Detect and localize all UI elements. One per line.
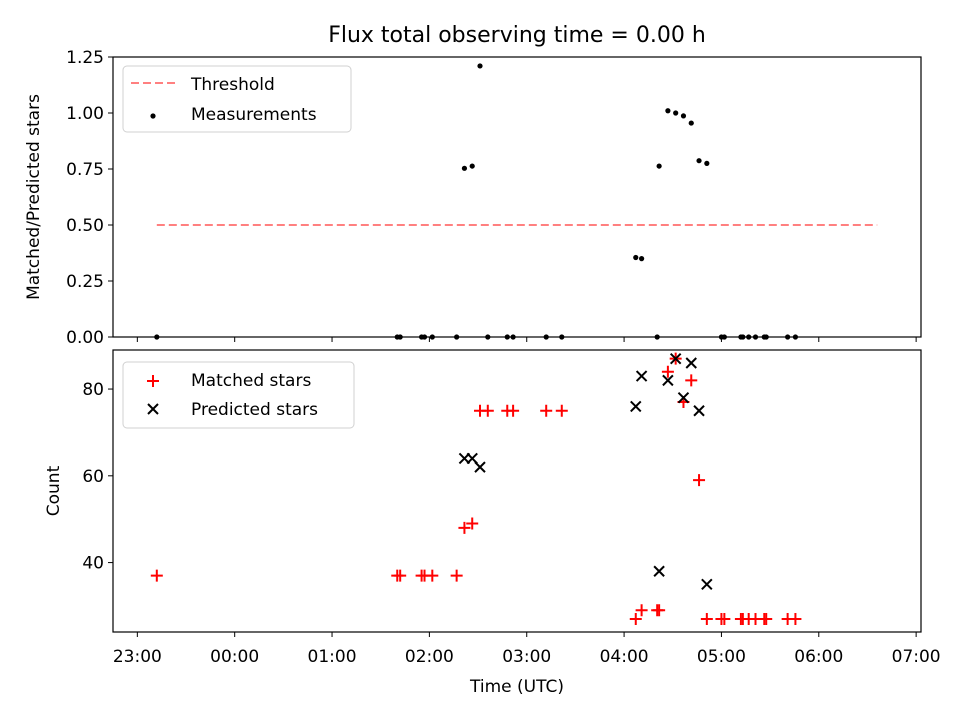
predicted-star-point bbox=[701, 578, 713, 590]
predicted-star-point bbox=[677, 392, 690, 404]
matched-star-point bbox=[760, 612, 773, 625]
top-panel-legend-box bbox=[122, 65, 352, 133]
legend-matched-label: Matched stars bbox=[191, 371, 311, 391]
legend-predicted-label: Predicted stars bbox=[191, 400, 318, 420]
predicted-star-point bbox=[474, 461, 486, 473]
bottom-panel-legend: Matched stars Predicted stars bbox=[122, 361, 355, 429]
bottom-panel: 23:00 00:00 01:00 02:00 03:00 04:00 05:00 06:00… bbox=[44, 349, 941, 697]
bottom-panel-series bbox=[150, 352, 802, 625]
x-tick-label: 01:00 bbox=[308, 647, 357, 667]
matched-star-point bbox=[661, 365, 674, 378]
measurement-point bbox=[665, 108, 671, 114]
top-panel-frame bbox=[112, 56, 922, 338]
measurement-point bbox=[469, 163, 475, 169]
matched-star-point bbox=[458, 521, 471, 534]
chart-title: Flux total observing time = 0.00 h bbox=[328, 23, 706, 48]
x-tick-label: 07:00 bbox=[892, 647, 941, 667]
matched-star-point bbox=[700, 612, 713, 625]
matched-star-point bbox=[507, 404, 520, 417]
predicted-star-point bbox=[685, 357, 697, 369]
predicted-star-point bbox=[693, 405, 705, 417]
top-panel-y-ticks: 0.00 0.25 0.50 0.75 1.00 1.25 bbox=[66, 48, 113, 348]
measurement-point bbox=[477, 63, 483, 69]
x-tick-label: 03:00 bbox=[502, 647, 551, 667]
x-tick-label: 00:00 bbox=[210, 647, 259, 667]
matched-star-point bbox=[693, 474, 706, 487]
bottom-panel-legend-box bbox=[122, 361, 355, 429]
x-tick-label: 02:00 bbox=[405, 647, 454, 667]
predicted-star-point bbox=[662, 374, 674, 387]
matched-star-point bbox=[555, 404, 568, 417]
matched-star-point bbox=[450, 569, 463, 582]
measurement-point bbox=[673, 110, 679, 116]
y-tick-label: 1.00 bbox=[66, 104, 104, 124]
predicted-star-point bbox=[653, 565, 665, 577]
measurement-point bbox=[680, 113, 687, 119]
x-tick-label: 06:00 bbox=[794, 647, 843, 667]
matched-star-point bbox=[426, 569, 439, 582]
matched-star-point bbox=[150, 569, 163, 582]
predicted-star-point bbox=[635, 370, 648, 382]
measurement-point bbox=[639, 256, 645, 262]
y-tick-label: 0.25 bbox=[66, 272, 104, 292]
measurement-point bbox=[688, 120, 694, 126]
measurement-point bbox=[696, 158, 702, 164]
measurement-point bbox=[704, 160, 710, 166]
bottom-panel-frame bbox=[112, 349, 922, 633]
bottom-panel-x-ticks: 23:00 00:00 01:00 02:00 03:00 04:00 05:00 06:00… bbox=[113, 632, 941, 667]
measurement-point bbox=[461, 165, 468, 171]
x-tick-label: 04:00 bbox=[600, 647, 649, 667]
predicted-star-point bbox=[669, 352, 682, 365]
y-tick-label: 0.75 bbox=[66, 160, 104, 180]
y-tick-label: 80 bbox=[82, 380, 104, 400]
x-axis-label: Time (UTC) bbox=[469, 677, 564, 697]
y-tick-label: 0.00 bbox=[66, 328, 104, 348]
matched-star-point bbox=[540, 404, 553, 417]
matched-star-point bbox=[629, 612, 642, 625]
legend-measurements-swatch bbox=[150, 113, 156, 119]
measurement-point bbox=[633, 254, 639, 261]
measurement-point bbox=[656, 163, 662, 169]
legend-predicted-swatch bbox=[147, 403, 159, 415]
matched-star-point bbox=[718, 612, 731, 625]
matched-star-point bbox=[685, 374, 698, 387]
x-tick-label: 23:00 bbox=[113, 647, 162, 667]
matched-star-point bbox=[635, 604, 648, 617]
predicted-star-point bbox=[630, 400, 642, 413]
bottom-panel-y-label: Count bbox=[44, 465, 64, 516]
matched-star-point bbox=[394, 569, 407, 582]
legend-matched-swatch bbox=[147, 375, 159, 387]
y-tick-label: 40 bbox=[82, 554, 104, 574]
legend-measurements-label: Measurements bbox=[191, 105, 317, 125]
legend-threshold-label: Threshold bbox=[190, 75, 275, 95]
matched-star-point bbox=[653, 604, 666, 617]
y-tick-label: 1.25 bbox=[66, 48, 104, 68]
matched-star-point bbox=[789, 612, 802, 625]
matched-star-point bbox=[481, 404, 494, 417]
top-panel: 0.00 0.25 0.50 0.75 1.00 1.25 Matched/Predict… bbox=[24, 48, 922, 348]
bottom-panel-y-ticks: 40 60 80 bbox=[82, 380, 113, 574]
y-tick-label: 0.50 bbox=[66, 216, 104, 236]
matched-star-point bbox=[466, 517, 479, 530]
y-tick-label: 60 bbox=[82, 467, 104, 487]
x-tick-label: 05:00 bbox=[697, 647, 746, 667]
top-panel-legend: Threshold Measurements bbox=[122, 65, 352, 133]
top-panel-y-label: Matched/Predicted stars bbox=[24, 94, 44, 300]
